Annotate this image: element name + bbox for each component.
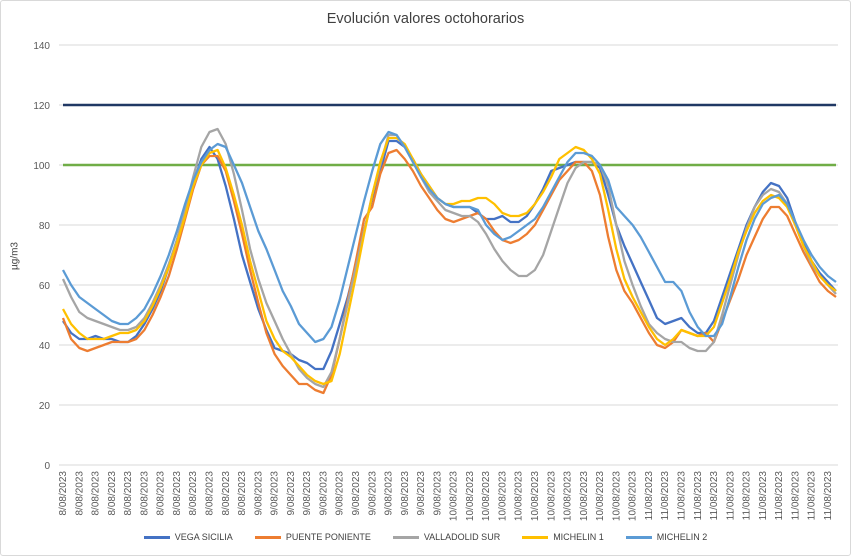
x-tick-label: 9/08/2023 <box>335 471 346 516</box>
y-tick-label: 80 <box>39 221 51 232</box>
x-tick-label: 11/08/2023 <box>677 471 688 521</box>
legend-label: MICHELIN 2 <box>656 532 708 542</box>
x-tick-label: 11/08/2023 <box>660 471 671 521</box>
x-tick-label: 8/08/2023 <box>156 471 167 516</box>
x-tick-label: 11/08/2023 <box>709 471 720 521</box>
y-tick-label: 120 <box>33 101 50 112</box>
x-tick-label: 9/08/2023 <box>367 471 378 516</box>
legend-label: MICHELIN 1 <box>553 532 604 542</box>
x-tick-label: 9/08/2023 <box>432 471 443 516</box>
legend-label: VEGA SICILIA <box>174 532 233 542</box>
legend-label: PUENTE PONIENTE <box>285 532 371 542</box>
x-tick-label: 10/08/2023 <box>530 471 541 521</box>
x-tick-label: 10/08/2023 <box>611 471 622 521</box>
x-tick-label: 8/08/2023 <box>172 471 183 516</box>
x-tick-label: 8/08/2023 <box>139 471 150 516</box>
y-tick-label: 60 <box>39 281 51 292</box>
y-tick-label: 40 <box>39 341 51 352</box>
x-tick-label: 10/08/2023 <box>595 471 606 521</box>
x-tick-label: 11/08/2023 <box>807 471 818 521</box>
legend-item: VALLADOLID SUR <box>392 532 501 542</box>
legend-label: VALLADOLID SUR <box>423 532 501 542</box>
y-tick-label: 100 <box>33 161 50 172</box>
y-tick-label: 0 <box>44 461 50 472</box>
x-tick-label: 11/08/2023 <box>774 471 785 521</box>
y-tick-label: 20 <box>39 401 51 412</box>
x-tick-label: 10/08/2023 <box>481 471 492 521</box>
legend-swatch <box>254 535 281 539</box>
legend-item: PUENTE PONIENTE <box>254 532 371 542</box>
x-tick-label: 8/08/2023 <box>221 471 232 516</box>
x-tick-label: 11/08/2023 <box>693 471 704 521</box>
x-tick-label: 8/08/2023 <box>107 471 118 516</box>
series-line-puente-poniente <box>61 148 837 395</box>
legend-swatch <box>143 535 170 539</box>
x-tick-label: 8/08/2023 <box>58 471 69 516</box>
x-tick-label: 10/08/2023 <box>579 471 590 521</box>
x-tick-label: 10/08/2023 <box>465 471 476 521</box>
x-tick-label: 9/08/2023 <box>384 471 395 516</box>
x-tick-label: 11/08/2023 <box>644 471 655 521</box>
x-tick-label: 10/08/2023 <box>628 471 639 521</box>
x-tick-label: 11/08/2023 <box>823 471 834 521</box>
x-tick-label: 10/08/2023 <box>514 471 525 521</box>
x-tick-label: 9/08/2023 <box>416 471 427 516</box>
x-tick-label: 9/08/2023 <box>286 471 297 516</box>
x-tick-label: 9/08/2023 <box>270 471 281 516</box>
x-tick-label: 8/08/2023 <box>91 471 102 516</box>
x-tick-label: 8/08/2023 <box>74 471 85 516</box>
x-tick-label: 10/08/2023 <box>497 471 508 521</box>
legend-item: MICHELIN 1 <box>522 532 604 542</box>
x-tick-label: 11/08/2023 <box>790 471 801 521</box>
legend: VEGA SICILIA PUENTE PONIENTE VALLADOLID SU… <box>1 532 850 542</box>
x-tick-label: 10/08/2023 <box>449 471 460 521</box>
x-tick-label: 11/08/2023 <box>725 471 736 521</box>
x-tick-label: 10/08/2023 <box>546 471 557 521</box>
x-tick-label: 8/08/2023 <box>188 471 199 516</box>
legend-item: MICHELIN 2 <box>625 532 708 542</box>
x-tick-label: 11/08/2023 <box>742 471 753 521</box>
series-line-valladolid-sur <box>61 127 837 389</box>
series-line-vega-sicilia <box>62 139 837 371</box>
x-tick-label: 8/08/2023 <box>237 471 248 516</box>
legend-swatch <box>522 535 549 539</box>
chart-title: Evolución valores octohorarios <box>326 11 525 27</box>
x-tick-label: 10/08/2023 <box>563 471 574 521</box>
legend-swatch <box>625 535 652 539</box>
x-tick-label: 9/08/2023 <box>302 471 313 516</box>
x-tick-label: 9/08/2023 <box>351 471 362 516</box>
x-tick-label: 9/08/2023 <box>400 471 411 516</box>
series-line-michelin-1 <box>61 136 837 386</box>
x-tick-label: 9/08/2023 <box>253 471 264 516</box>
y-tick-label: 140 <box>33 41 50 52</box>
x-tick-label: 9/08/2023 <box>318 471 329 516</box>
x-tick-label: 11/08/2023 <box>758 471 769 521</box>
series-line-michelin-2 <box>61 130 837 344</box>
legend-swatch <box>392 535 419 539</box>
x-tick-label: 8/08/2023 <box>204 471 215 516</box>
legend-item: VEGA SICILIA <box>143 532 233 542</box>
x-tick-label: 8/08/2023 <box>123 471 134 516</box>
